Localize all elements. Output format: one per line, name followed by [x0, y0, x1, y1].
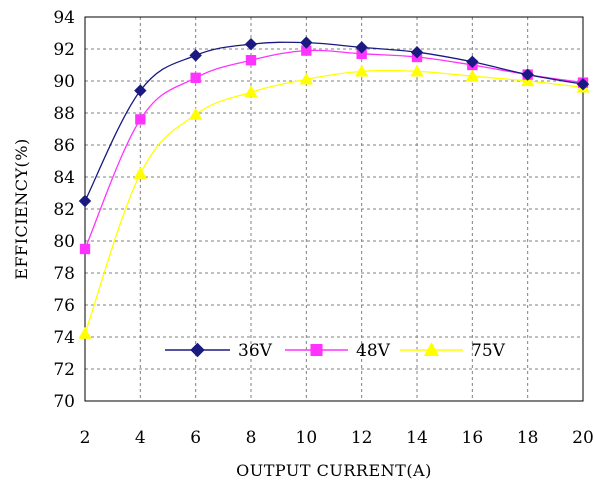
data-point [465, 69, 479, 82]
series-line [84, 41, 584, 202]
series-line [84, 49, 584, 250]
y-tick-label: 88 [53, 104, 75, 124]
legend-label: 75V [471, 341, 506, 361]
legend: 36V 48V 75V [165, 341, 506, 361]
x-tick-label: 6 [190, 428, 201, 448]
x-tick-label: 20 [572, 428, 594, 448]
plot-frame [84, 16, 584, 402]
data-point [79, 243, 91, 255]
series-75V [78, 64, 590, 339]
data-point [355, 41, 368, 54]
y-tick-label: 82 [53, 200, 75, 220]
grid-lines [85, 17, 583, 401]
x-tick-label: 2 [80, 428, 91, 448]
y-tick-label: 86 [53, 136, 75, 156]
x-axis-title: OUTPUT CURRENT(A) [236, 461, 432, 480]
data-point [410, 45, 424, 59]
data-point [189, 49, 202, 62]
series-layer [78, 36, 590, 339]
data-point [133, 166, 147, 179]
y-axis-tick-labels: 70 72 74 76 78 80 82 84 86 88 90 92 94 [53, 8, 75, 412]
data-point [190, 72, 201, 83]
y-tick-label: 72 [53, 360, 75, 380]
data-point [244, 85, 258, 98]
data-point [466, 55, 479, 69]
data-point [78, 326, 92, 339]
x-tick-label: 12 [351, 428, 373, 448]
legend-label: 36V [238, 341, 273, 361]
y-tick-label: 94 [53, 8, 75, 28]
data-point [135, 114, 146, 125]
legend-item-48V: 48V [285, 341, 391, 361]
data-point [576, 77, 590, 91]
data-point [300, 36, 313, 49]
series-line [84, 69, 584, 335]
data-point [410, 64, 424, 77]
legend-marker [423, 342, 440, 356]
legend-label: 48V [356, 341, 391, 361]
legend-item-75V: 75V [400, 341, 506, 361]
series-36V [78, 36, 590, 208]
y-tick-label: 90 [53, 72, 75, 92]
y-tick-label: 84 [53, 168, 75, 188]
data-point [134, 84, 147, 97]
data-point [244, 37, 258, 51]
x-tick-label: 10 [296, 428, 318, 448]
y-tick-label: 80 [53, 232, 75, 252]
x-axis-tick-labels: 2 4 6 8 10 12 14 16 18 20 [80, 428, 594, 448]
x-tick-label: 16 [462, 428, 484, 448]
x-tick-label: 18 [517, 428, 539, 448]
x-tick-label: 8 [246, 428, 257, 448]
legend-item-36V: 36V [165, 341, 273, 361]
y-tick-label: 70 [53, 392, 75, 412]
data-point [521, 68, 534, 81]
x-tick-label: 14 [406, 428, 428, 448]
y-tick-label: 76 [53, 296, 75, 316]
series-48V [79, 45, 589, 255]
data-point [189, 107, 203, 120]
y-axis-title: EFFICIENCY(%) [12, 138, 31, 279]
y-tick-label: 78 [53, 264, 75, 284]
y-tick-label: 74 [53, 328, 75, 348]
data-point [78, 194, 92, 208]
data-point [299, 72, 313, 85]
y-tick-label: 92 [53, 40, 75, 60]
data-point [245, 55, 257, 66]
x-tick-label: 4 [135, 428, 146, 448]
legend-marker [190, 342, 205, 358]
data-point [355, 64, 369, 77]
legend-marker [310, 343, 323, 357]
